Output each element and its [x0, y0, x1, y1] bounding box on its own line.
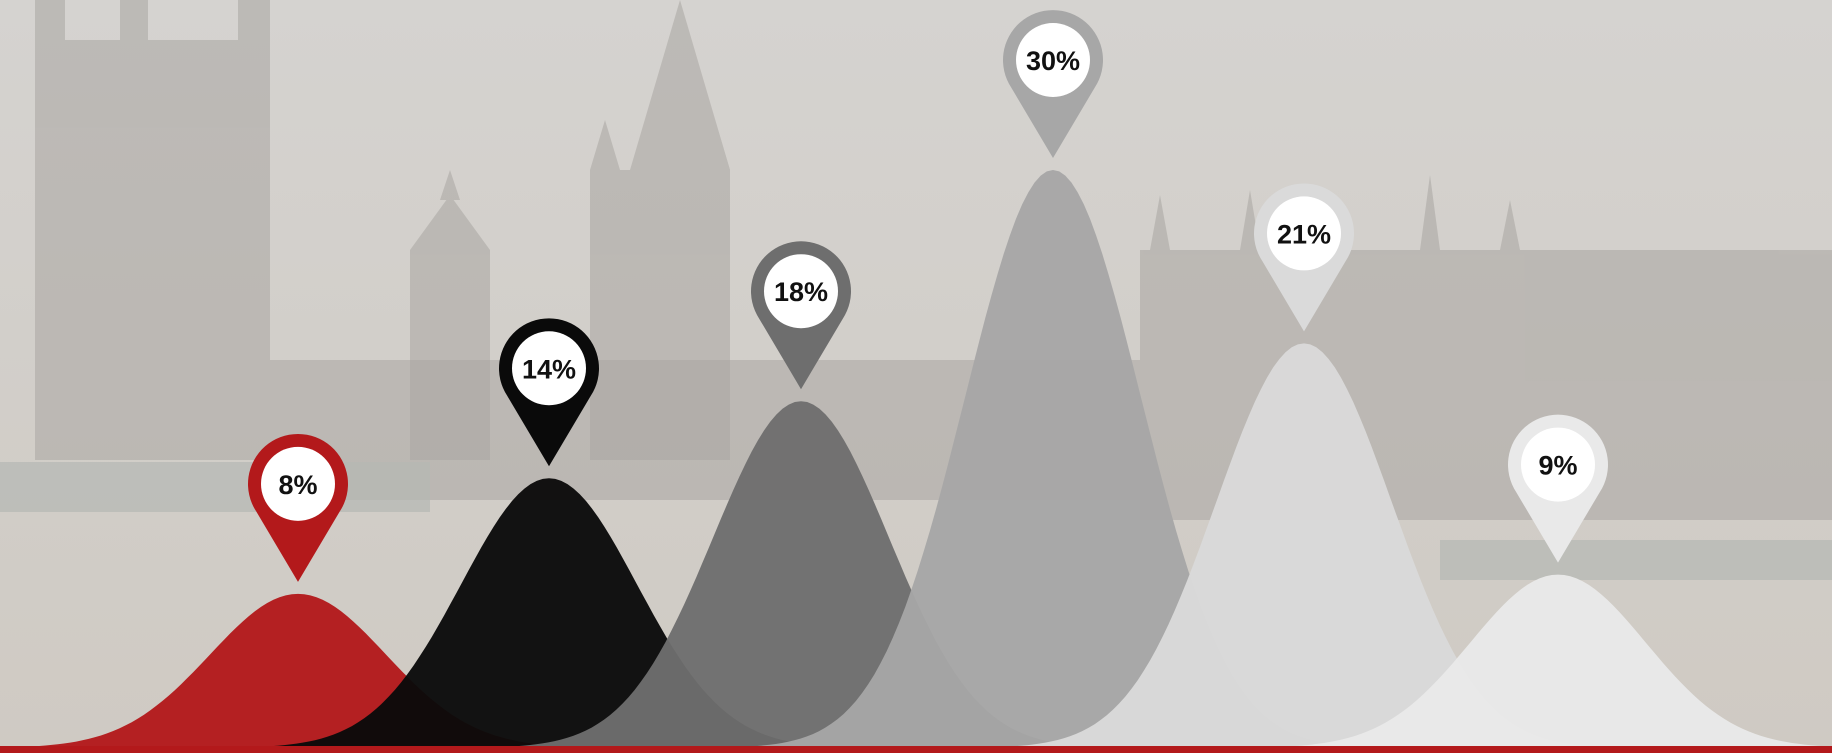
value-pin-1: 8%: [248, 433, 348, 582]
value-pin-3: 18%: [751, 241, 851, 390]
pin-inner-circle: [1521, 427, 1595, 502]
value-pin-2: 14%: [498, 318, 599, 467]
bottom-accent-bar: [0, 746, 1832, 753]
pin-inner-circle: [512, 331, 586, 406]
bell-curve-3: [431, 401, 1171, 748]
bridge-silhouette: [0, 462, 1832, 580]
bell-curve-2: [179, 478, 919, 748]
bell-curve-4: [683, 170, 1423, 748]
value-label-6: 9%: [1538, 451, 1577, 481]
value-label-3: 18%: [774, 277, 828, 307]
value-label-2: 14%: [522, 354, 576, 384]
pin-inner-circle: [261, 446, 335, 521]
bell-curves: [0, 170, 1832, 748]
pin-inner-circle: [1267, 196, 1341, 271]
bell-curve-6: [1188, 574, 1832, 748]
value-label-5: 21%: [1277, 219, 1331, 249]
victoria-tower-silhouette: [35, 0, 270, 460]
bell-curve-5: [934, 343, 1674, 748]
value-pin-4: 30%: [1002, 10, 1103, 158]
bell-curve-1: [0, 593, 668, 748]
value-label-1: 8%: [278, 470, 317, 500]
value-pin-6: 9%: [1508, 414, 1608, 563]
value-label-4: 30%: [1026, 46, 1080, 76]
pin-inner-circle: [764, 254, 838, 329]
pin-inner-circle: [1016, 23, 1090, 97]
value-pins: 8% 14% 18% 30% 21% 9%: [248, 10, 1608, 582]
value-pin-5: 21%: [1254, 183, 1354, 332]
